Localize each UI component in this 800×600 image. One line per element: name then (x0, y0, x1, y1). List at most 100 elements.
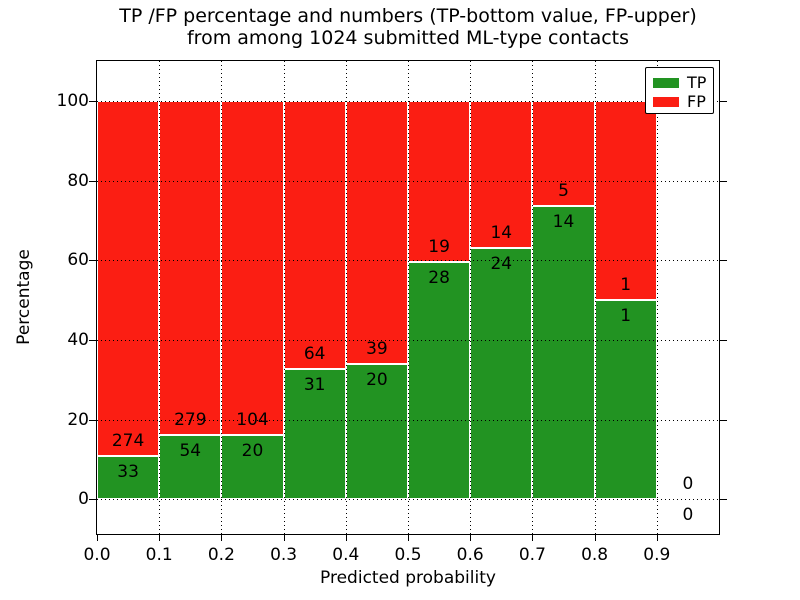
bar-label-tp: 28 (428, 267, 450, 288)
bar-tp-segment (97, 456, 160, 500)
bar-label-tp: 31 (303, 375, 326, 396)
y-tick-label: 80 (67, 170, 89, 191)
bar-label-fp: 14 (490, 222, 513, 243)
y-tick (89, 499, 97, 501)
bar-label-fp: 5 (558, 180, 569, 201)
legend-label-tp: TP (687, 73, 707, 92)
x-tick-label: 0.0 (83, 545, 111, 565)
y-gridline (97, 499, 719, 501)
y-gridline (97, 260, 719, 262)
bar-fp-segment (221, 100, 284, 436)
x-tick (408, 533, 409, 541)
legend: TP FP (645, 67, 714, 114)
bar-fp-segment (283, 100, 346, 370)
x-tick-label: 0.3 (270, 545, 298, 565)
y-tick-right (719, 499, 727, 501)
y-gridline (97, 100, 719, 102)
x-tick-label: 0.8 (581, 545, 609, 565)
bar-label-tp: 54 (179, 440, 202, 461)
bar-fp-segment (532, 100, 595, 206)
x-gridline (345, 61, 347, 534)
x-tick (470, 533, 472, 541)
x-tick (594, 533, 596, 541)
legend-swatch-fp (653, 96, 679, 107)
x-tick (345, 533, 347, 541)
bar-fp-segment (470, 100, 533, 248)
y-tick-right (719, 180, 727, 182)
bar-label-fp: 104 (236, 410, 269, 431)
bar-fp-segment (345, 100, 408, 365)
x-tick-label: 0.4 (332, 545, 360, 565)
y-tick (89, 339, 97, 341)
y-gridline (97, 180, 719, 182)
bar-label-tp: 20 (366, 370, 388, 391)
y-tick (89, 260, 97, 262)
x-gridline (159, 61, 161, 534)
bar-label-fp: 1 (620, 275, 632, 296)
x-gridline (221, 61, 223, 534)
bar-label-fp: 274 (111, 431, 145, 452)
y-tick-right (719, 100, 727, 102)
bar-label-fp: 64 (303, 344, 326, 365)
y-tick-label: 100 (56, 90, 89, 111)
legend-item-fp: FP (653, 92, 713, 111)
y-tick (89, 180, 97, 182)
bar-fp-segment (159, 100, 222, 435)
x-tick-label: 0.7 (518, 545, 546, 565)
bar-tp-segment (470, 247, 533, 500)
x-tick (221, 533, 223, 541)
bar-tp-segment (221, 435, 284, 500)
x-gridline (532, 61, 534, 534)
y-tick-label: 0 (78, 489, 89, 510)
bar-label-tp: 14 (552, 211, 575, 232)
legend-swatch-tp (653, 77, 679, 88)
x-gridline (656, 61, 658, 534)
bar-tp-segment (532, 205, 595, 500)
y-tick-label: 20 (67, 409, 89, 430)
bar-tp-segment (159, 434, 222, 500)
y-tick (89, 419, 97, 421)
y-tick-label: 40 (67, 329, 89, 350)
bar-label-tp: 1 (620, 306, 632, 327)
bar-tp-segment (408, 261, 471, 500)
x-gridline (283, 61, 285, 534)
bar-label-fp: 279 (174, 409, 207, 430)
x-gridline (594, 61, 596, 534)
legend-item-tp: TP (653, 73, 713, 92)
x-tick-label: 0.5 (394, 545, 422, 565)
x-tick (532, 533, 534, 541)
bar-fp-segment (594, 100, 657, 301)
x-tick (656, 533, 658, 541)
bar-label-fp: 39 (366, 339, 388, 360)
y-tick (89, 100, 97, 102)
chart-title-line1: TP /FP percentage and numbers (TP-bottom… (119, 5, 697, 27)
x-gridline (408, 61, 409, 534)
x-tick (283, 533, 285, 541)
x-tick-label: 0.9 (643, 545, 671, 565)
x-gridline (470, 61, 472, 534)
y-gridline (97, 339, 719, 341)
bar-label-tp: 24 (490, 253, 513, 274)
x-tick-label: 0.1 (145, 545, 173, 565)
bar-label-fp: 19 (428, 236, 450, 257)
y-tick-right (719, 419, 727, 421)
x-tick-label: 0.6 (456, 545, 484, 565)
bar-tp-segment (594, 300, 657, 500)
legend-label-fp: FP (687, 92, 706, 111)
bar-label-tp: 33 (117, 462, 139, 483)
x-axis-label: Predicted probability (320, 568, 496, 588)
y-tick-right (719, 339, 727, 341)
x-tick (97, 533, 98, 541)
x-tick (159, 533, 161, 541)
x-tick-label: 0.2 (207, 545, 235, 565)
bar-tp-segment (345, 364, 408, 500)
y-tick-right (719, 260, 727, 262)
y-tick-label: 60 (67, 250, 89, 271)
y-gridline (97, 419, 719, 421)
chart-title: TP /FP percentage and numbers (TP-bottom… (97, 5, 719, 49)
bar-label-fp: 0 (682, 474, 694, 495)
bar-fp-segment (97, 100, 160, 457)
bar-label-tp: 0 (682, 505, 694, 526)
bar-label-tp: 20 (241, 441, 264, 462)
